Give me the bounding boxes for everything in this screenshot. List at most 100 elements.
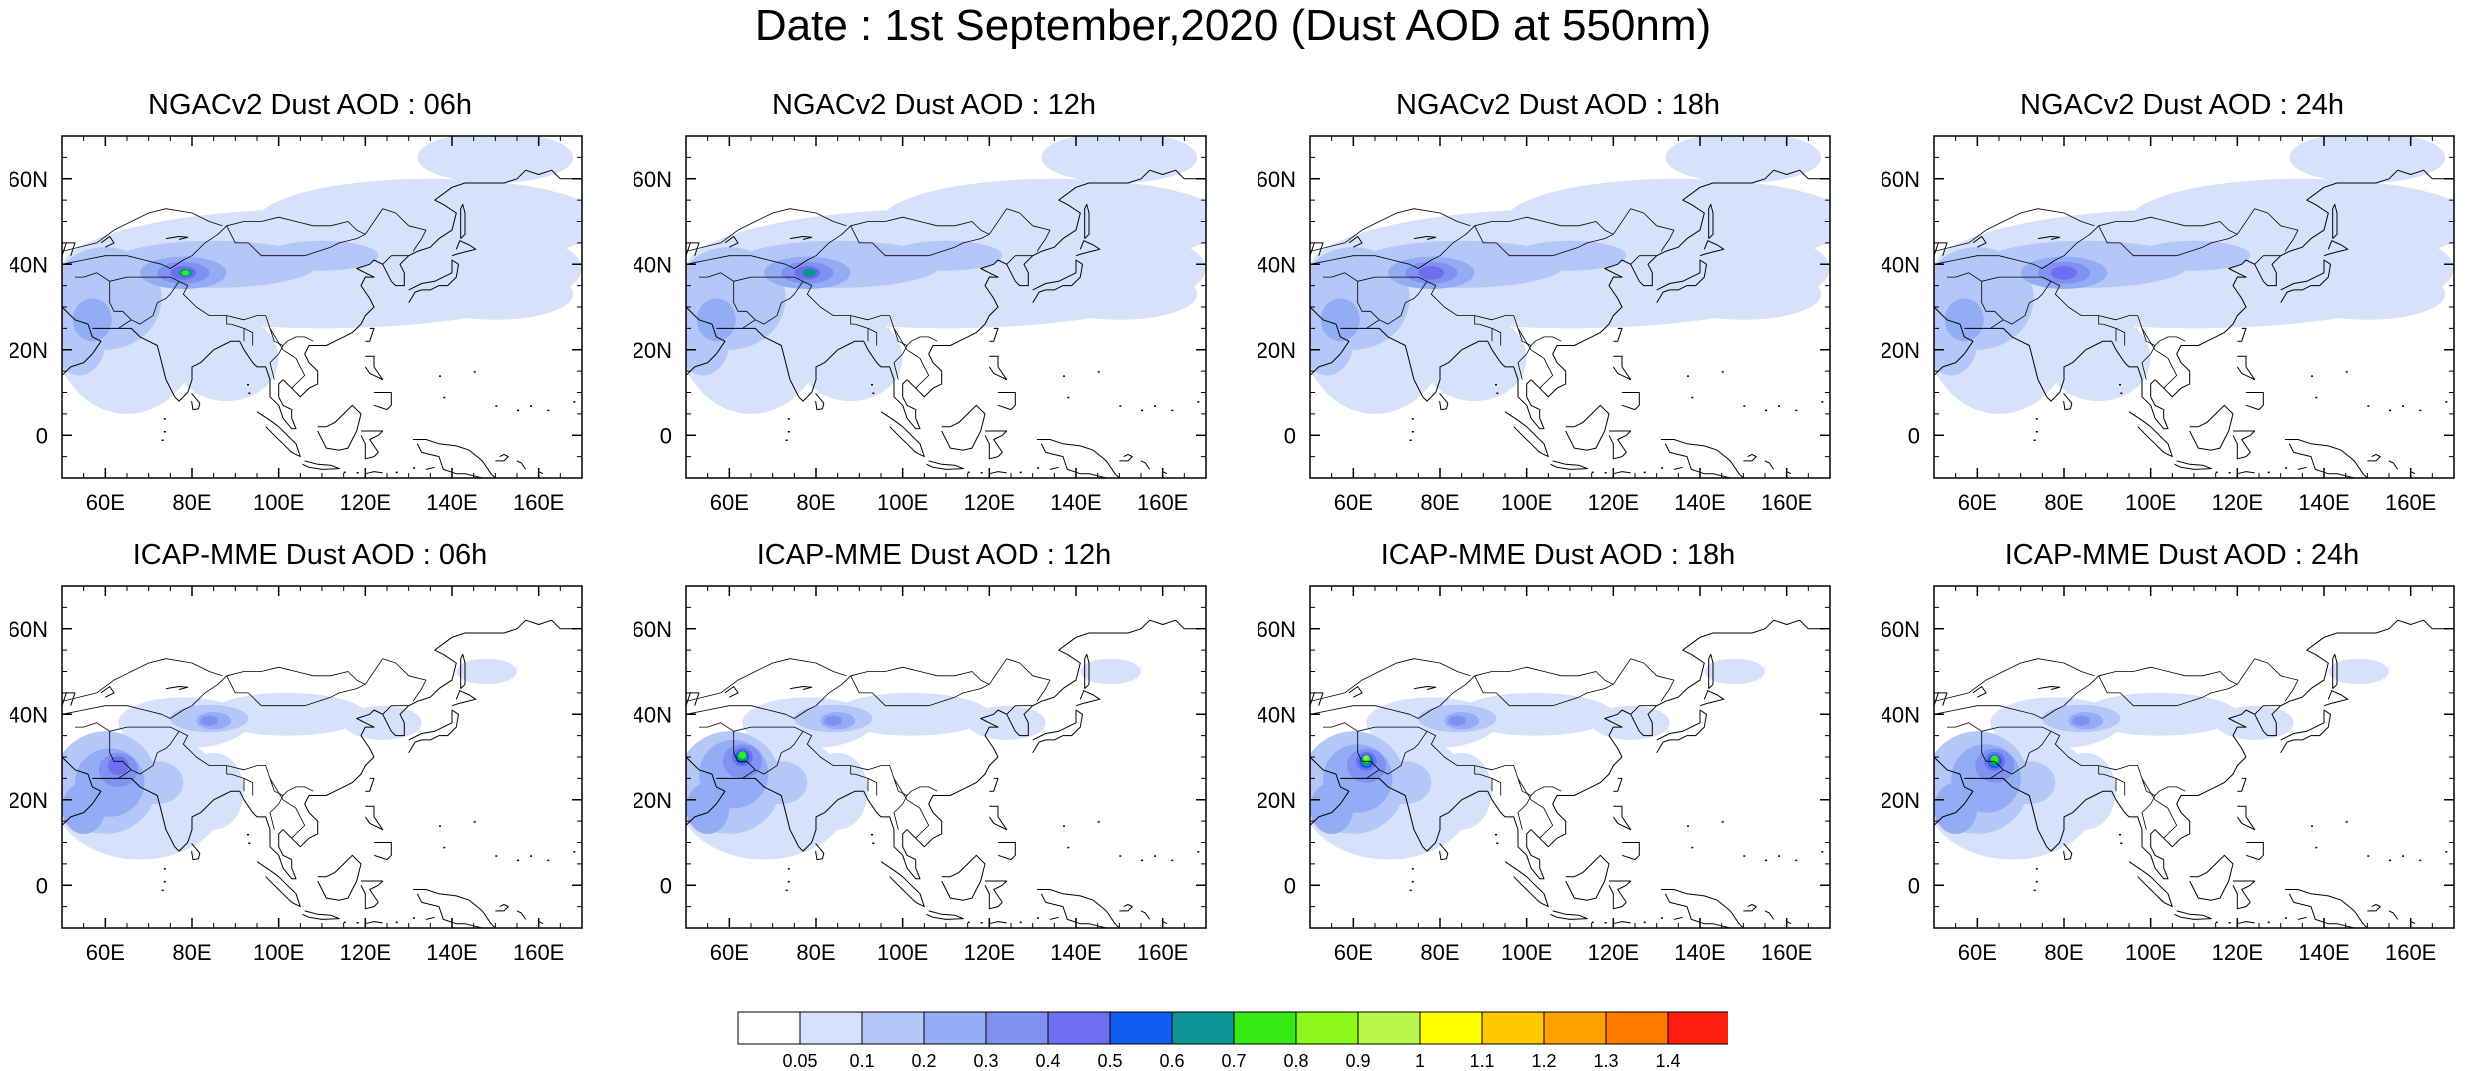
lat-tick-label: 40N (10, 252, 48, 277)
lon-tick-label: 60E (1958, 490, 1997, 515)
aod-contour (807, 752, 868, 830)
aod-contour (107, 756, 129, 775)
colorbar-label: 0.6 (1159, 1051, 1184, 1071)
aod-contour (1934, 782, 1978, 834)
lon-tick-label: 60E (1958, 940, 1997, 965)
lat-tick-label: 0 (36, 423, 48, 448)
colorbar-label: 0.9 (1345, 1051, 1370, 1071)
aod-contour (2289, 136, 2446, 183)
colorbar: 0.05 0.1 0.2 0.3 0.4 0.5 0.6 0.7 0.8 0.9 1 1.1 1.2 1.… (737, 1011, 1728, 1071)
colorbar-swatch (923, 1011, 987, 1045)
lat-tick-label: 0 (1284, 423, 1296, 448)
lat-tick-label: 40N (1882, 702, 1920, 727)
lon-tick-label: 120E (964, 490, 1015, 515)
colorbar-label: 0.2 (911, 1051, 936, 1071)
lon-tick-label: 160E (1137, 940, 1188, 965)
aod-contour (209, 692, 366, 736)
colorbar-label: 1.3 (1593, 1051, 1618, 1071)
lat-tick-label: 20N (634, 788, 672, 813)
aod-contour (62, 782, 106, 834)
aod-contour (833, 692, 990, 736)
colorbar-label: 0.7 (1221, 1051, 1246, 1071)
lat-tick-label: 40N (634, 252, 672, 277)
aod-contour (824, 715, 842, 726)
aod-contour (2215, 705, 2294, 740)
aod-contour (131, 761, 184, 804)
lat-tick-label: 0 (660, 423, 672, 448)
aod-contour (174, 315, 279, 402)
lon-tick-label: 100E (253, 490, 304, 515)
aod-contour (1363, 755, 1369, 761)
map-plot: 60E 80E 100E 120E 140E 160E 60N 40N 20N 0 (10, 135, 583, 515)
lon-tick-label: 120E (1588, 940, 1639, 965)
aod-contour (1944, 298, 1984, 342)
map-panel: ICAP-MME Dust AOD : 24h 60E 80E 100E 120E 140… (1882, 538, 2466, 968)
aod-field (62, 658, 517, 860)
aod-contour (181, 270, 190, 276)
map-panel: NGACv2 Dust AOD : 12h 60E 80E 100E 120E 140E 1… (634, 88, 1234, 518)
lon-tick-label: 160E (1761, 940, 1812, 965)
aod-contour (798, 315, 903, 402)
lon-tick-label: 80E (796, 490, 835, 515)
lat-tick-label: 60N (634, 167, 672, 192)
lon-tick-label: 80E (2044, 490, 2083, 515)
coastlines (686, 169, 1206, 478)
lon-tick-label: 140E (426, 490, 477, 515)
lon-tick-label: 140E (1674, 490, 1725, 515)
lon-tick-label: 80E (172, 490, 211, 515)
aod-contour (1665, 268, 1822, 320)
aod-contour (2137, 240, 2251, 271)
colorbar-swatch (1543, 1011, 1607, 1045)
lon-tick-label: 80E (1420, 490, 1459, 515)
lon-tick-label: 140E (1674, 940, 1725, 965)
panel-title: NGACv2 Dust AOD : 24h (2020, 89, 2344, 121)
lon-tick-label: 140E (2298, 490, 2349, 515)
aod-contour (1041, 136, 1198, 183)
colorbar-swatch (1419, 1011, 1483, 1045)
lon-tick-label: 100E (2125, 940, 2176, 965)
aod-field (686, 658, 1141, 860)
aod-contour (1665, 136, 1822, 183)
aod-contour (2072, 715, 2090, 726)
colorbar-swatch (1295, 1011, 1359, 1045)
panel-title: NGACv2 Dust AOD : 12h (772, 89, 1096, 121)
lon-tick-label: 140E (2298, 940, 2349, 965)
aod-contour (1418, 266, 1445, 280)
aod-field (62, 136, 582, 414)
colorbar-swatch (1109, 1011, 1173, 1045)
aod-contour (2046, 315, 2151, 402)
aod-field (1934, 658, 2389, 860)
lat-tick-label: 20N (10, 338, 48, 363)
lon-tick-label: 100E (877, 940, 928, 965)
colorbar-swatch (1481, 1011, 1545, 1045)
lon-tick-label: 60E (1334, 940, 1373, 965)
lon-tick-label: 100E (1501, 940, 1552, 965)
colorbar-swatch (1171, 1011, 1235, 1045)
aod-contour (72, 298, 112, 342)
coastlines (1310, 169, 1830, 478)
figure-title: Date : 1st September,2020 (Dust AOD at 5… (754, 1, 1712, 50)
lat-tick-label: 40N (10, 702, 48, 727)
lat-tick-label: 0 (36, 873, 48, 898)
lon-tick-label: 120E (1588, 490, 1639, 515)
coastlines (1934, 169, 2454, 478)
lon-tick-label: 60E (86, 940, 125, 965)
lon-tick-label: 120E (2212, 940, 2263, 965)
aod-contour (183, 752, 244, 830)
lon-tick-label: 120E (2212, 490, 2263, 515)
lon-tick-label: 160E (513, 940, 564, 965)
lat-tick-label: 0 (660, 873, 672, 898)
aod-contour (1320, 298, 1360, 342)
colorbar-label: 1.4 (1655, 1051, 1680, 1071)
lat-tick-label: 60N (10, 167, 48, 192)
coastlines (1310, 619, 1830, 928)
lon-tick-label: 60E (710, 490, 749, 515)
lon-tick-label: 60E (86, 490, 125, 515)
aod-contour (456, 658, 517, 685)
lon-tick-label: 140E (1050, 940, 1101, 965)
map-panel: NGACv2 Dust AOD : 24h 60E 80E 100E 120E 140E 1… (1882, 88, 2466, 518)
lon-tick-label: 80E (796, 940, 835, 965)
colorbar-swatch (1357, 1011, 1421, 1045)
lat-tick-label: 0 (1908, 423, 1920, 448)
lat-tick-label: 20N (1882, 788, 1920, 813)
